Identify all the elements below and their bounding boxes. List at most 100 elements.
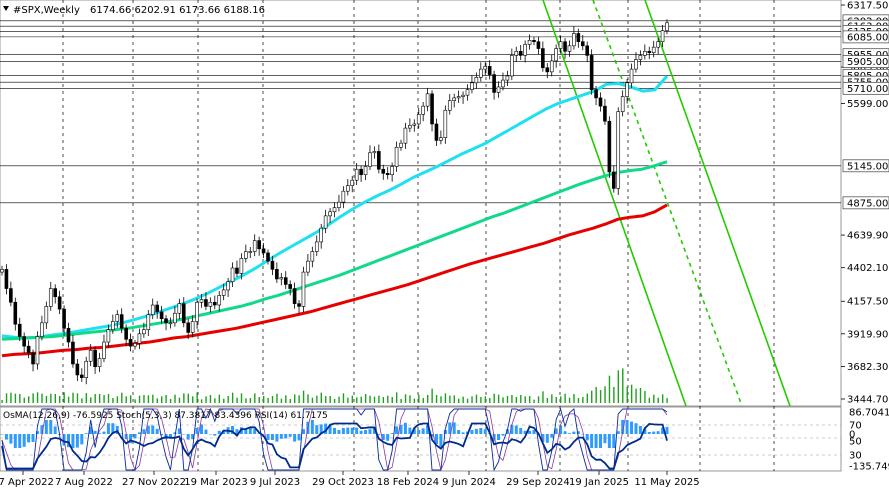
volume-bar — [138, 395, 141, 403]
candle-body — [337, 201, 341, 208]
volume-bar — [347, 397, 349, 403]
level-tag-box — [842, 196, 889, 210]
candle-body — [496, 86, 501, 93]
volume-bar — [90, 397, 92, 403]
volume-bar — [648, 397, 651, 403]
volume-bar — [178, 397, 181, 403]
candle-body — [221, 289, 226, 296]
osma-bar — [173, 432, 177, 434]
osma-bar — [417, 430, 421, 434]
volume-bar — [502, 397, 504, 403]
volume-bar — [320, 392, 322, 403]
candle-body — [572, 33, 576, 47]
volume-bar — [289, 399, 291, 403]
candle-body — [536, 41, 541, 49]
volume-bar — [630, 384, 633, 403]
osma-bar — [93, 430, 97, 434]
volume-bar — [542, 391, 544, 403]
candle-body — [213, 301, 217, 306]
osma-bar — [235, 429, 239, 434]
candle-body — [580, 41, 585, 47]
candle-body — [554, 48, 558, 62]
candle-body — [328, 211, 332, 217]
candle-body — [607, 120, 612, 173]
osma-bar — [386, 434, 390, 441]
volume-bar — [285, 395, 287, 403]
collapse-triangle-icon[interactable] — [3, 6, 9, 11]
osma-bar — [381, 434, 385, 440]
osma-bar — [89, 426, 93, 434]
price-tick-label: 6317.50 — [847, 1, 888, 12]
osma-bar — [350, 427, 354, 434]
volume-bar — [236, 397, 238, 403]
volume-bar — [325, 396, 327, 403]
osma-bar — [448, 422, 452, 434]
time-tick-label: 9 Jul 2023 — [250, 477, 300, 488]
volume-bar — [200, 399, 203, 403]
osma-bar — [129, 434, 133, 444]
volume-bars — [1, 368, 668, 403]
time-tick-label: 19 Jan 2025 — [569, 477, 629, 488]
time-tick-label: 9 Jun 2024 — [442, 477, 496, 488]
candle-body — [501, 79, 505, 88]
osma-bar — [337, 430, 341, 434]
osma-bar — [217, 430, 221, 434]
candle-body — [611, 171, 616, 189]
osma-bar — [528, 430, 532, 434]
price-tick-label: 4157.50 — [847, 297, 888, 308]
candle-body — [368, 152, 372, 167]
time-tick-label: 19 Mar 2023 — [184, 477, 247, 488]
candle-body — [532, 40, 536, 42]
osma-bar — [44, 420, 48, 434]
level-tag-label: 5905.00 — [847, 57, 888, 68]
osma-bar — [395, 426, 399, 434]
osma-bar — [581, 434, 585, 435]
osma-bar — [284, 434, 288, 439]
candle-body — [275, 269, 279, 280]
osma-bar — [124, 434, 128, 440]
candle-body — [465, 89, 470, 96]
candle-body — [474, 77, 479, 84]
osma-bar — [541, 434, 545, 442]
candle-body — [164, 318, 168, 324]
candle-body — [523, 44, 527, 56]
osma-bar — [474, 428, 478, 434]
volume-bar — [431, 388, 433, 403]
osma-bar — [341, 428, 345, 434]
vertical-grid — [62, 0, 775, 471]
price-tick-label: 4402.10 — [847, 263, 888, 274]
volume-bar — [129, 395, 132, 403]
chart-header: #SPX,Weekly 6174.66 6202.91 6173.66 6188… — [3, 5, 265, 16]
indicator-tick-label: 50 — [849, 437, 862, 448]
osma-bar — [146, 425, 150, 434]
volume-bar — [121, 392, 123, 403]
candle-body — [226, 281, 230, 291]
level-tag-label: 6085.00 — [847, 32, 888, 43]
candle-body — [665, 22, 669, 32]
volume-bar — [351, 395, 354, 403]
osma-bar — [439, 434, 443, 447]
candle-body — [261, 248, 266, 254]
volume-bar — [23, 397, 25, 403]
volume-bar — [422, 398, 424, 403]
candle-body — [377, 151, 381, 170]
candle-body — [106, 329, 111, 343]
volume-bar — [573, 394, 575, 403]
price-axis[interactable]: 6317.50 5865.00 5599.00 4639.90 4402.10 4157.… — [841, 1, 888, 406]
osma-bar — [430, 434, 434, 437]
candle-body — [323, 215, 328, 229]
candle-body — [656, 41, 660, 48]
indicator-tick-label: 70 — [849, 421, 862, 432]
volume-bar — [497, 394, 500, 403]
volume-bar — [608, 375, 611, 403]
volume-bar — [187, 393, 189, 403]
candle-body — [594, 89, 598, 99]
osma-bar — [355, 427, 359, 434]
volume-bar — [435, 395, 438, 403]
candle-body — [150, 304, 155, 315]
osma-bar — [279, 434, 283, 439]
level-tags: 6202.006163.006125.006085.005955.005905.… — [842, 14, 889, 210]
osma-bar — [310, 420, 314, 434]
